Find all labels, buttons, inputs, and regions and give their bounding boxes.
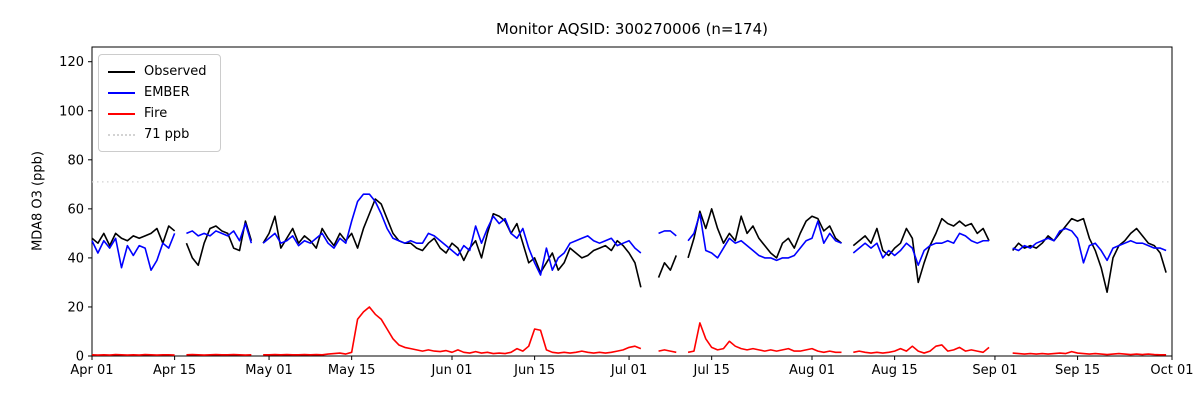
legend: Observed EMBER Fire 71 ppb — [98, 54, 221, 152]
x-tick-label: Jul 01 — [610, 363, 647, 378]
x-tick-label: Apr 01 — [70, 363, 113, 378]
legend-label-threshold: 71 ppb — [144, 127, 190, 142]
legend-label-observed: Observed — [144, 64, 207, 79]
series-ember-line — [91, 193, 1167, 276]
x-tick-label: Apr 15 — [153, 363, 196, 378]
y-tick-label: 80 — [67, 153, 84, 168]
x-tick-label: Aug 15 — [872, 363, 918, 378]
y-tick-label: 120 — [59, 55, 84, 70]
legend-label-ember: EMBER — [144, 85, 190, 100]
x-tick-label: Jul 15 — [692, 363, 729, 378]
legend-item-threshold: 71 ppb — [106, 124, 207, 145]
x-tick-label: Jun 01 — [431, 363, 473, 378]
chart-title: Monitor AQSID: 300270006 (n=174) — [496, 20, 768, 38]
x-tick-label: Sep 01 — [972, 363, 1017, 378]
x-tick-label: Oct 01 — [1150, 363, 1193, 378]
axes-frame — [91, 46, 1173, 357]
series-fire-line — [91, 306, 1167, 356]
observed-line-sample — [108, 70, 135, 73]
x-tick-label: Jun 15 — [513, 363, 555, 378]
x-tick-label: May 01 — [245, 363, 293, 378]
legend-label-fire: Fire — [144, 106, 168, 121]
y-axis-label: MDA8 O3 (ppb) — [30, 151, 46, 251]
x-tick-label: Sep 15 — [1055, 363, 1100, 378]
legend-item-observed: Observed — [106, 61, 207, 82]
legend-item-fire: Fire — [106, 103, 207, 124]
x-tick-label: May 15 — [328, 363, 376, 378]
y-tick-label: 40 — [67, 251, 84, 266]
y-tick-label: 0 — [76, 350, 84, 365]
fire-line-sample — [108, 112, 135, 115]
y-tick-label: 60 — [67, 202, 84, 217]
ember-line-sample — [108, 91, 135, 94]
y-tick-label: 20 — [67, 300, 84, 315]
legend-item-ember: EMBER — [106, 82, 207, 103]
x-tick-label: Aug 01 — [789, 363, 835, 378]
threshold-line-sample — [108, 133, 135, 136]
y-tick-label: 100 — [59, 104, 84, 119]
series-observed-line — [91, 198, 1167, 294]
